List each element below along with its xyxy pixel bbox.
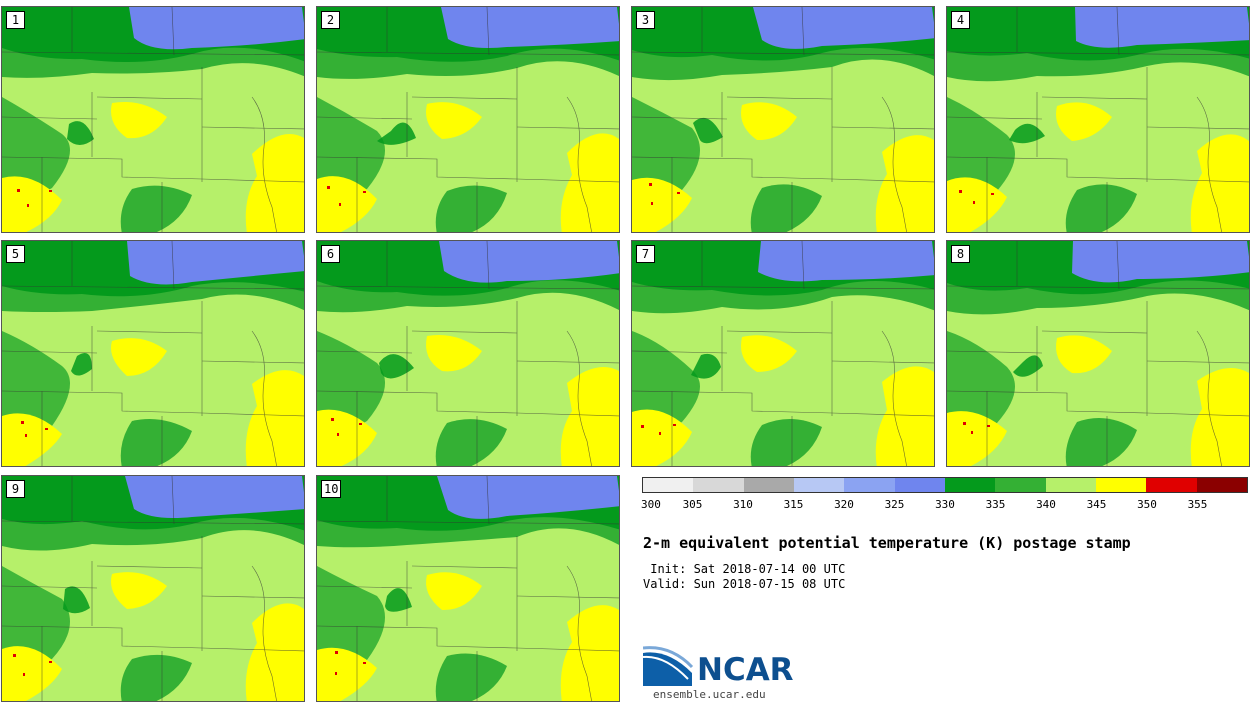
colorbar-tick-label: 340 <box>1036 498 1056 511</box>
colorbar-tick-label: 355 <box>1187 498 1208 511</box>
colorbar-segment <box>693 478 744 492</box>
init-time: Init: Sat 2018-07-14 00 UTC <box>643 562 846 576</box>
colorbar-tick-label: 300 <box>641 498 661 511</box>
colorbar-tick-label: 310 <box>733 498 753 511</box>
ensemble-member-map-1: 1 <box>1 6 305 233</box>
colorbar-segment <box>1196 478 1247 492</box>
site-url[interactable]: ensemble.ucar.edu <box>653 688 766 701</box>
colorbar-segment <box>894 478 945 492</box>
colorbar-tick-label: 350 <box>1137 498 1157 511</box>
member-label: 7 <box>636 245 655 263</box>
colorbar-segment <box>844 478 895 492</box>
ensemble-member-map-2: 2 <box>316 6 620 233</box>
chart-title: 2-m equivalent potential temperature (K)… <box>643 534 1131 552</box>
ensemble-member-map-9: 9 <box>1 475 305 702</box>
colorbar-tick-label: 335 <box>985 498 1006 511</box>
ncar-logo-icon <box>643 646 694 686</box>
ensemble-member-map-5: 5 <box>1 240 305 467</box>
member-label: 2 <box>321 11 340 29</box>
colorbar-tick-label: 315 <box>783 498 804 511</box>
colorbar-segment <box>743 478 794 492</box>
member-label: 5 <box>6 245 25 263</box>
ensemble-member-map-3: 3 <box>631 6 935 233</box>
colorbar-segment <box>995 478 1046 492</box>
colorbar-tick-label: 330 <box>935 498 955 511</box>
colorbar-tick-label: 305 <box>682 498 703 511</box>
colorbar-tick-label: 320 <box>834 498 854 511</box>
colorbar-tick-label: 325 <box>884 498 905 511</box>
colorbar-segment <box>944 478 996 492</box>
ncar-logo-text: NCAR <box>697 652 794 688</box>
ensemble-member-map-8: 8 <box>946 240 1250 467</box>
member-label: 1 <box>6 11 25 29</box>
ensemble-member-map-4: 4 <box>946 6 1250 233</box>
member-label: 10 <box>321 480 342 498</box>
colorbar-ticks: 300 305 310 315 320 325 330 335 340 345 350 355 <box>641 498 1248 514</box>
ensemble-member-map-10: 10 <box>316 475 620 702</box>
colorbar-segment <box>1095 478 1147 492</box>
colorbar-segment <box>1146 478 1197 492</box>
member-label: 6 <box>321 245 340 263</box>
valid-time: Valid: Sun 2018-07-15 08 UTC <box>643 577 846 591</box>
colorbar-segment <box>793 478 845 492</box>
member-label: 4 <box>951 11 970 29</box>
colorbar-segment <box>1045 478 1096 492</box>
member-label: 3 <box>636 11 655 29</box>
member-label: 8 <box>951 245 970 263</box>
member-label: 9 <box>6 480 25 498</box>
ensemble-member-map-6: 6 <box>316 240 620 467</box>
colorbar-segment <box>643 478 694 492</box>
ensemble-member-map-7: 7 <box>631 240 935 467</box>
colorbar-tick-label: 345 <box>1086 498 1107 511</box>
colorbar <box>642 477 1248 493</box>
